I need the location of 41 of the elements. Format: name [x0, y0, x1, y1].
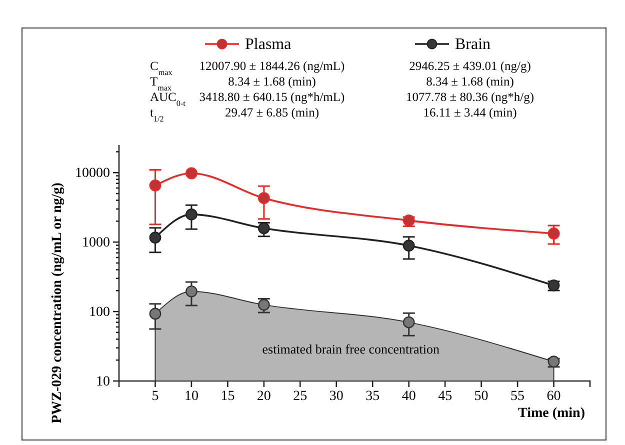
y-axis-title: PWZ-029 concentration (ng/mL or ng/g)	[50, 182, 65, 424]
text: 1077.78 ± 80.36 (ng*h/g)	[406, 90, 534, 104]
text: 16.11 ± 3.44 (min)	[423, 106, 517, 120]
text: 29.47 ± 6.85 (min)	[224, 106, 320, 120]
x-tick-label: 5	[152, 388, 159, 404]
x-tick-label: 35	[366, 388, 380, 404]
text: 8.34 ± 1.68 (min)	[426, 74, 514, 88]
text: 3418.80 ± 640.15 (ng*h/mL)	[199, 90, 345, 104]
point	[258, 222, 270, 234]
x-tick-label: 60	[546, 388, 561, 404]
text: C$_{max}$	[150, 59, 172, 76]
x-axis-title: Time (min)	[518, 406, 586, 421]
point	[548, 228, 560, 240]
x-tick-label: 10	[184, 388, 198, 404]
x-tick-label: 15	[220, 388, 235, 404]
y-tick-label: 10	[96, 374, 110, 390]
text: 8.34 ± 1.68 (min)	[228, 74, 316, 88]
text: t$_{1/2}$	[150, 106, 164, 123]
text: AUC$_{0-t}$	[150, 90, 186, 108]
x-tick-label: 25	[293, 388, 308, 404]
point	[402, 240, 415, 252]
x-tick-label: 55	[510, 388, 525, 404]
point	[149, 179, 162, 192]
y-tick-label: 10000	[75, 166, 110, 182]
legend-label: Brain	[455, 36, 491, 53]
y-tick-label: 1000	[82, 236, 110, 251]
point	[186, 167, 198, 180]
x-tick-label: 30	[329, 388, 344, 404]
text: T$_{max}$	[150, 74, 172, 92]
point	[258, 192, 270, 204]
x-tick-label: 20	[256, 388, 271, 404]
text: 12007.90 ± 1844.26 (ng/mL)	[199, 59, 345, 73]
point	[149, 232, 162, 244]
text: 2946.25 ± 439.01 (ng/g)	[409, 59, 531, 73]
legend-label: Plasma	[245, 36, 292, 53]
y-tick-label: 100	[89, 305, 110, 320]
x-tick-label: 45	[438, 388, 452, 404]
x-tick-label: 40	[402, 388, 416, 404]
x-tick-label: 50	[474, 388, 488, 404]
point	[186, 208, 198, 220]
annotation: estimated brain free concentration	[262, 341, 440, 356]
